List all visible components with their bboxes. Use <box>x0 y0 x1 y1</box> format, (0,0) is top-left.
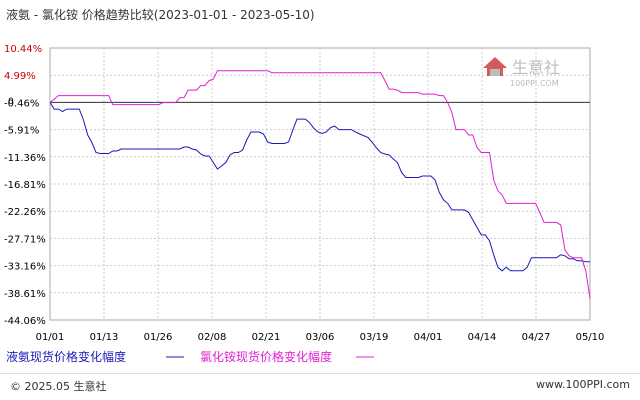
watermark-logo: 生意社 100PPI.COM <box>483 57 560 88</box>
x-tick-label: 03/06 <box>306 332 335 343</box>
y-tick-label: -11.36% <box>4 153 46 164</box>
series-lines <box>49 70 591 299</box>
y-tick-label: -33.16% <box>4 262 46 273</box>
y-tick-label: -5.91% <box>4 126 39 137</box>
x-tick-label: 01/01 <box>36 332 65 343</box>
chart-title: 液氨 - 氯化铵 价格趋势比较(2023-01-01 - 2023-05-10) <box>6 7 315 22</box>
footer-divider <box>0 373 640 374</box>
x-tick-label: 01/13 <box>90 332 119 343</box>
zero-label: 0 <box>8 97 14 107</box>
legend-label-1: 氯化铵现货价格变化幅度 <box>200 349 332 364</box>
x-tick-label: 01/26 <box>144 332 173 343</box>
x-tick-label: 04/14 <box>468 332 497 343</box>
legend-label-0: 液氨现货价格变化幅度 <box>6 349 126 364</box>
y-tick-label: -38.61% <box>4 289 46 300</box>
x-tick-label: 03/19 <box>360 332 389 343</box>
logo-url: 100PPI.COM <box>510 79 559 88</box>
y-tick-label: -16.81% <box>4 180 46 191</box>
legend: 液氨现货价格变化幅度 氯化铵现货价格变化幅度 <box>6 349 374 364</box>
x-tick-label: 05/10 <box>576 332 605 343</box>
y-tick-label: -44.06% <box>4 316 46 327</box>
x-tick-label: 04/01 <box>414 332 443 343</box>
y-tick-label: -0.46% <box>4 98 39 109</box>
logo-house-base-icon <box>490 69 500 76</box>
y-tick-label: -27.71% <box>4 234 46 245</box>
footer-website-link[interactable]: www.100PPI.com <box>536 378 630 391</box>
series-line-1 <box>49 70 591 299</box>
logo-text: 生意社 <box>512 58 560 77</box>
y-tick-labels: 10.44% 4.99% -0.46% -5.91% -11.36% -16.81% -22… <box>4 44 46 327</box>
y-tick-label: 10.44% <box>4 44 42 55</box>
footer-copyright: © 2025.05 生意社 <box>10 380 107 393</box>
y-tick-label: -22.26% <box>4 207 46 218</box>
price-trend-chart: 0 10.44% 4.99% -0.46% -5.91% -11.36% -16.81% -… <box>4 7 605 364</box>
series-line-0 <box>49 102 590 272</box>
logo-house-icon <box>483 57 507 76</box>
x-tick-label: 04/27 <box>522 332 551 343</box>
x-tick-label: 02/08 <box>198 332 227 343</box>
x-tick-label: 02/21 <box>252 332 281 343</box>
x-tick-labels: 01/01 01/13 01/26 02/08 02/21 03/06 03/19 04/01… <box>36 332 605 343</box>
y-tick-label: 4.99% <box>4 71 36 82</box>
